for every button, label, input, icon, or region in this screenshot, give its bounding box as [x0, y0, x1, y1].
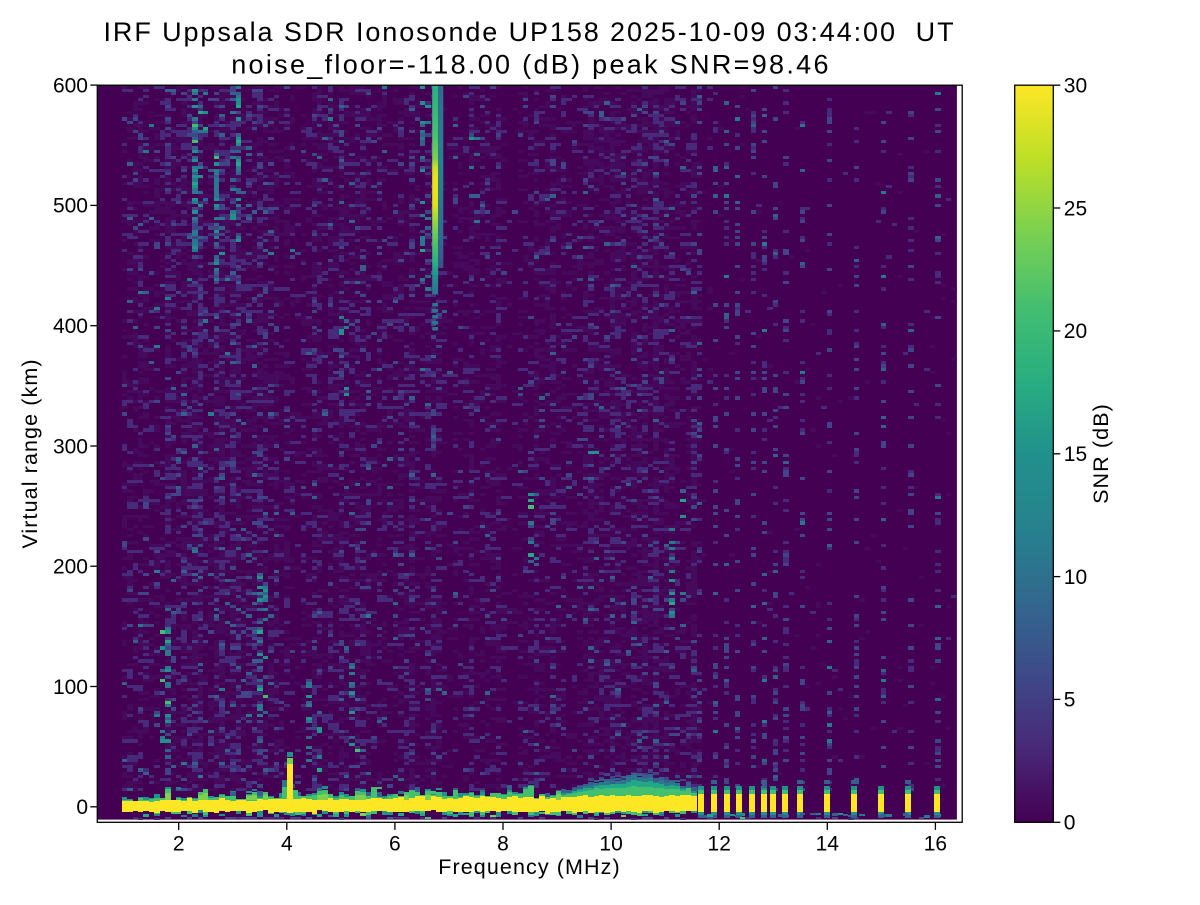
svg-text:14: 14: [816, 833, 840, 856]
svg-text:5: 5: [1064, 689, 1076, 712]
svg-text:30: 30: [1064, 75, 1087, 98]
svg-text:noise_floor=-118.00 (dB) peak: noise_floor=-118.00 (dB) peak SNR=98.46: [231, 50, 831, 80]
svg-text:200: 200: [53, 556, 88, 579]
svg-text:10: 10: [1064, 566, 1087, 589]
svg-text:IRF Uppsala SDR Ionosonde UP15: IRF Uppsala SDR Ionosonde UP158 2025-10-…: [104, 17, 956, 47]
svg-text:12: 12: [708, 833, 731, 856]
svg-text:Virtual range (km): Virtual range (km): [18, 358, 42, 548]
svg-text:400: 400: [53, 315, 88, 338]
svg-text:300: 300: [53, 435, 88, 458]
svg-text:8: 8: [497, 833, 509, 856]
svg-text:16: 16: [924, 833, 947, 856]
svg-text:6: 6: [389, 833, 401, 856]
svg-text:0: 0: [76, 796, 88, 819]
svg-text:10: 10: [599, 833, 622, 856]
svg-text:20: 20: [1064, 320, 1087, 343]
svg-text:15: 15: [1064, 443, 1087, 466]
svg-text:25: 25: [1064, 197, 1087, 220]
svg-text:600: 600: [53, 74, 88, 97]
svg-text:2: 2: [173, 833, 185, 856]
svg-text:100: 100: [53, 676, 88, 699]
svg-text:500: 500: [53, 195, 88, 218]
svg-text:Frequency (MHz): Frequency (MHz): [438, 855, 621, 879]
svg-text:SNR (dB): SNR (dB): [1089, 403, 1113, 504]
svg-text:0: 0: [1064, 812, 1076, 835]
svg-text:4: 4: [281, 833, 293, 856]
